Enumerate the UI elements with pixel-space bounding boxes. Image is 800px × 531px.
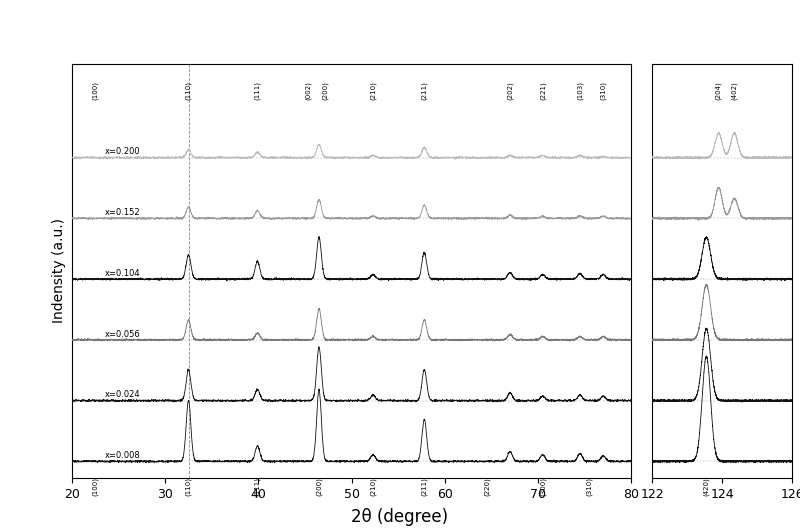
Text: x=0.056: x=0.056 bbox=[105, 330, 140, 339]
Text: (200): (200) bbox=[322, 81, 329, 100]
Text: (221): (221) bbox=[539, 81, 546, 100]
Text: (110): (110) bbox=[186, 81, 192, 100]
Text: (402): (402) bbox=[731, 81, 738, 100]
Text: (220): (220) bbox=[483, 477, 490, 495]
Text: (002): (002) bbox=[305, 81, 311, 100]
Text: x=0.200: x=0.200 bbox=[105, 148, 140, 157]
Text: (204): (204) bbox=[715, 81, 722, 100]
Text: x=0.008: x=0.008 bbox=[105, 451, 140, 460]
Text: (211): (211) bbox=[421, 477, 427, 495]
Text: (100): (100) bbox=[92, 477, 98, 496]
Y-axis label: Indensity (a.u.): Indensity (a.u.) bbox=[53, 218, 66, 323]
Text: (110): (110) bbox=[186, 477, 192, 496]
Text: (200): (200) bbox=[316, 477, 322, 495]
Text: x=0.152: x=0.152 bbox=[105, 208, 140, 217]
Text: (310): (310) bbox=[586, 477, 593, 496]
Text: (210): (210) bbox=[370, 81, 376, 100]
Text: (300): (300) bbox=[539, 477, 546, 496]
Text: (211): (211) bbox=[421, 81, 427, 100]
Text: (202): (202) bbox=[507, 81, 514, 100]
Text: (103): (103) bbox=[577, 81, 583, 100]
Text: x=0.024: x=0.024 bbox=[105, 390, 140, 399]
Text: (420): (420) bbox=[703, 477, 710, 495]
Text: 2θ (degree): 2θ (degree) bbox=[351, 508, 449, 526]
Text: (111): (111) bbox=[254, 81, 261, 100]
Text: (210): (210) bbox=[370, 477, 376, 495]
Text: (111): (111) bbox=[254, 477, 261, 496]
Text: (100): (100) bbox=[92, 81, 98, 100]
Text: x=0.104: x=0.104 bbox=[105, 269, 140, 278]
Text: (310): (310) bbox=[600, 81, 606, 100]
